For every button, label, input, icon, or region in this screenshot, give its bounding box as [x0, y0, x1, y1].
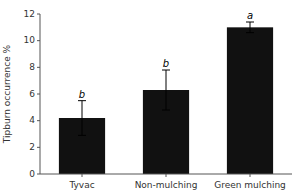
x-tick-label: Tyvac: [68, 180, 94, 190]
error-line: [82, 101, 83, 136]
y-tick-label: 4: [29, 115, 35, 125]
x-tick: [166, 174, 167, 177]
error-cap: [246, 32, 254, 33]
chart-container: 0 2 4 6 8 10 12 b b a Tyvac Non-mulching Green mulch…: [0, 0, 300, 196]
bar: [227, 27, 273, 174]
plot-area: [59, 22, 273, 174]
y-axis-label: Tipburn occurrence %: [2, 44, 12, 144]
error-line: [250, 22, 251, 33]
y-axis-line: [40, 14, 41, 174]
y-tick-label: 6: [29, 89, 35, 99]
error-bar: [78, 101, 86, 136]
y-tick-label: 8: [29, 62, 35, 72]
error-cap: [78, 135, 86, 136]
chart-svg: 0 2 4 6 8 10 12 b b a Tyvac Non-mulching Green mulch…: [0, 0, 300, 196]
x-tick-label: Green mulching: [214, 180, 286, 190]
y-tick-label: 0: [29, 169, 35, 179]
y-tick-label: 10: [24, 35, 36, 45]
y-tick-label: 12: [24, 9, 35, 19]
x-tick: [250, 174, 251, 177]
error-cap: [162, 110, 170, 111]
x-tick: [82, 174, 83, 177]
significance-label: b: [79, 89, 85, 100]
error-bar: [162, 70, 170, 110]
significance-label: b: [163, 58, 169, 69]
error-line: [166, 70, 167, 110]
y-tick-label: 2: [29, 142, 35, 152]
error-cap: [162, 70, 170, 71]
significance-label: a: [247, 10, 253, 21]
x-tick-label: Non-mulching: [135, 180, 198, 190]
error-cap: [78, 100, 86, 101]
error-cap: [246, 22, 254, 23]
error-bar: [246, 22, 254, 33]
